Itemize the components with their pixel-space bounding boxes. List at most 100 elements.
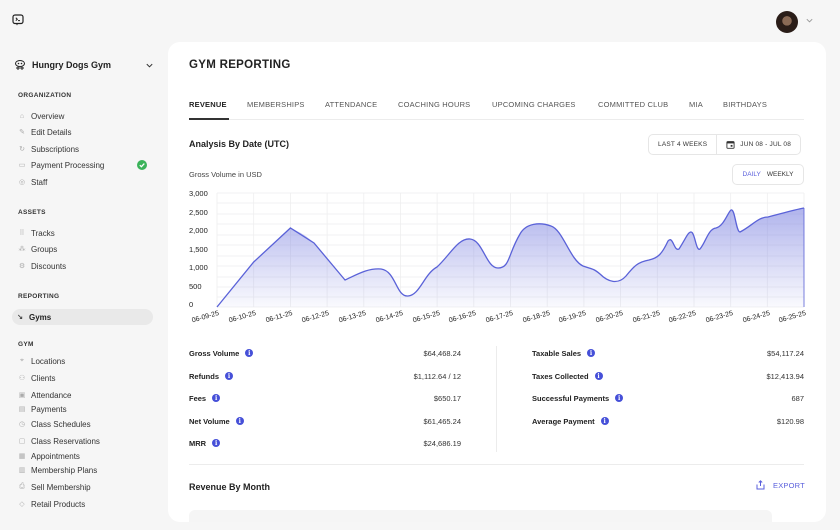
sidebar-item-staff[interactable]: ◎ Staff: [18, 177, 48, 187]
info-icon[interactable]: i: [245, 349, 254, 357]
daily-option[interactable]: DAILY: [742, 171, 761, 178]
gross-volume-chart[interactable]: [168, 42, 826, 342]
info-icon[interactable]: i: [225, 372, 233, 380]
check-badge-icon: [137, 160, 147, 170]
section-title-assets: ASSETS: [18, 209, 46, 216]
sidebar-item-locations[interactable]: ⌖ Locations: [18, 354, 153, 368]
date-range-picker[interactable]: JUN 08 - JUL 08: [716, 135, 800, 154]
sidebar-item-sell-membership[interactable]: ⎙ Sell Membership: [19, 482, 91, 492]
stat-mrr: MRR i $24,686.19: [189, 438, 461, 448]
chevron-down-icon[interactable]: [145, 61, 154, 70]
date-range-controls: LAST 4 WEEKS JUN 08 - JUL 08: [648, 134, 802, 155]
active-tab-indicator: [189, 118, 229, 120]
sidebar-item-appointments[interactable]: ▦ Appointments: [18, 451, 80, 461]
tab-revenue[interactable]: REVENUE: [189, 100, 227, 109]
trend-icon: ↘: [17, 314, 23, 321]
sidebar-item-overview[interactable]: ⌂ Overview: [19, 111, 65, 121]
tracks-icon: ⠿: [19, 230, 25, 237]
tab-birthdays[interactable]: BIRTHDAYS: [723, 100, 768, 109]
pencil-icon: ✎: [19, 129, 25, 136]
card-icon: ▭: [18, 162, 26, 169]
chevron-down-icon[interactable]: [805, 16, 814, 25]
tab-attendance[interactable]: ATTENDANCE: [325, 100, 378, 109]
y-tick: 2,000: [189, 226, 208, 235]
dog-logo-icon: [15, 60, 25, 70]
chart-line: [216, 207, 805, 308]
y-tick: 1,500: [189, 245, 208, 254]
stat-average-payment: Average Payment i $120.98: [532, 416, 804, 426]
sidebar-item-gyms[interactable]: ↘ Gyms: [12, 309, 153, 325]
info-icon[interactable]: i: [212, 394, 221, 402]
y-tick: 0: [189, 300, 194, 309]
tag-icon: ◇: [19, 501, 25, 508]
section-title-reporting: REPORTING: [18, 293, 60, 300]
stat-net-volume: Net Volume i $61,465.24: [189, 416, 461, 426]
y-tick: 2,500: [189, 208, 208, 217]
sidebar-item-clients[interactable]: ⚇ Clients: [18, 373, 56, 383]
info-icon[interactable]: i: [615, 394, 624, 402]
sidebar-item-groups[interactable]: ⁂ Groups: [18, 244, 58, 254]
tab-memberships[interactable]: MEMBERSHIPS: [247, 100, 305, 109]
tab-upcoming-charges[interactable]: UPCOMING CHARGES: [492, 100, 576, 109]
report-tabs: REVENUE MEMBERSHIPS ATTENDANCE COACHING …: [189, 100, 804, 120]
app-logo-icon[interactable]: [12, 14, 24, 26]
stat-refunds: Refunds i $1,112.64 / 12: [189, 371, 461, 381]
discount-icon: ⚙: [18, 263, 26, 270]
weekly-option[interactable]: WEEKLY: [766, 171, 794, 178]
calendar-icon: ▢: [18, 438, 26, 445]
calendar-check-icon: ▣: [18, 392, 26, 399]
sidebar-item-discounts[interactable]: ⚙ Discounts: [18, 261, 67, 271]
clock-icon: ◷: [18, 421, 26, 428]
sidebar-item-edit-details[interactable]: ✎ Edit Details: [19, 127, 72, 137]
granularity-toggle: DAILY WEEKLY: [732, 164, 804, 185]
export-button[interactable]: EXPORT: [756, 480, 805, 490]
analysis-title: Analysis By Date (UTC): [189, 139, 290, 149]
info-icon[interactable]: i: [587, 349, 596, 357]
tab-coaching-hours[interactable]: COACHING HOURS: [398, 100, 471, 109]
calendar-icon: ▦: [18, 453, 26, 460]
info-icon[interactable]: i: [600, 417, 609, 425]
sidebar-item-tracks[interactable]: ⠿ Tracks: [19, 228, 55, 238]
tab-committed-club[interactable]: COMMITTED CLUB: [598, 100, 669, 109]
chart-area-fill: [217, 208, 804, 307]
refresh-icon: ↻: [19, 146, 25, 153]
user-circle-icon: ◎: [18, 179, 26, 186]
tab-mia[interactable]: MIA: [689, 100, 703, 109]
y-tick: 500: [189, 282, 202, 291]
stat-successful-payments: Successful Payments i 687: [532, 393, 804, 403]
info-icon[interactable]: i: [594, 372, 603, 380]
revenue-by-month-panel: [189, 510, 772, 522]
home-icon: ⌂: [19, 112, 25, 120]
sidebar-item-subscriptions[interactable]: ↻ Subscriptions: [19, 144, 80, 154]
section-title-organization: ORGANIZATION: [18, 92, 72, 99]
info-icon[interactable]: i: [235, 417, 244, 425]
sidebar-item-payments[interactable]: ▤ Payments: [18, 404, 67, 414]
gym-name: Hungry Dogs Gym: [32, 60, 112, 70]
sidebar-item-class-schedules[interactable]: ◷ Class Schedules: [18, 419, 91, 429]
cash-icon: ▤: [18, 406, 26, 413]
sidebar-item-class-reservations[interactable]: ▢ Class Reservations: [18, 436, 100, 446]
stats-divider: [496, 346, 497, 452]
groups-icon: ⁂: [18, 246, 26, 253]
last-4-weeks-button[interactable]: LAST 4 WEEKS: [658, 141, 708, 148]
revenue-by-month-title: Revenue By Month: [189, 482, 271, 492]
calendar-icon: [726, 141, 735, 149]
pin-icon: ⌖: [20, 357, 24, 364]
stat-taxes-collected: Taxes Collected i $12,413.94: [532, 371, 804, 381]
stat-fees: Fees i $650.17: [189, 393, 461, 403]
sidebar-item-payment-processing[interactable]: ▭ Payment Processing: [18, 158, 153, 172]
info-icon[interactable]: i: [212, 439, 221, 447]
avatar[interactable]: [776, 11, 798, 33]
bag-icon: ⎙: [19, 483, 25, 490]
gym-switcher[interactable]: Hungry Dogs Gym: [14, 58, 154, 72]
main-card: GYM REPORTING REVENUE MEMBERSHIPS ATTEND…: [168, 42, 826, 522]
date-range-text: JUN 08 - JUL 08: [740, 141, 792, 148]
sidebar-item-retail-products[interactable]: ◇ Retail Products: [19, 499, 86, 509]
y-tick: 1,000: [189, 263, 208, 272]
page-title: GYM REPORTING: [189, 59, 291, 71]
sidebar-item-attendance[interactable]: ▣ Attendance: [18, 390, 72, 400]
plan-icon: ▥: [18, 467, 26, 474]
sidebar-item-membership-plans[interactable]: ▥ Membership Plans: [18, 465, 98, 475]
stat-taxable-sales: Taxable Sales i $54,117.24: [532, 348, 804, 358]
chart-caption: Gross Volume in USD: [189, 170, 262, 179]
